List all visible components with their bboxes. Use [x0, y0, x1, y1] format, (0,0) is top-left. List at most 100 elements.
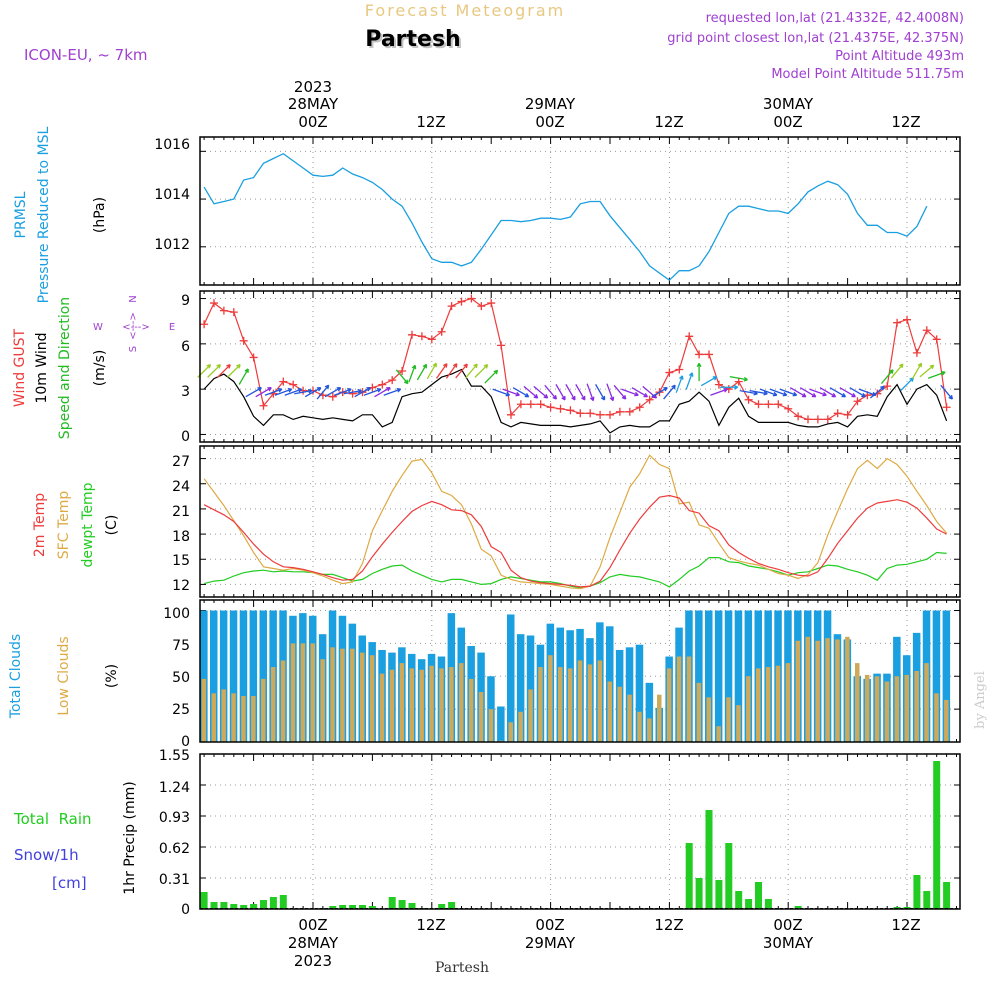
pressure-panel-labels: PRMSL Pressure Reduced to MSL (hPa): [13, 126, 108, 303]
top-hour-label: 00Z: [773, 113, 802, 131]
gust-marker: [754, 400, 763, 409]
low-cloud-bar: [825, 638, 830, 742]
footer-location: Partesh: [435, 960, 489, 976]
gust-marker: [576, 409, 585, 418]
gust-marker: [219, 306, 228, 315]
wind-direction-arrow: [719, 384, 739, 390]
low-cloud-bar: [459, 663, 464, 742]
low-cloud-bar: [577, 660, 583, 742]
gust-marker: [625, 407, 634, 416]
rain-bar: [448, 902, 456, 909]
top-hour-label: 00Z: [535, 113, 564, 131]
gust-marker: [417, 332, 426, 341]
gust-marker: [546, 403, 555, 412]
wind-direction-arrow: [324, 387, 342, 398]
gust-marker: [249, 353, 258, 362]
rain-bar: [269, 897, 277, 909]
top-hour-label: 00Z: [298, 113, 327, 131]
wind-direction-arrow: [769, 388, 788, 397]
y-tick-label: 3: [181, 384, 190, 400]
y-tick-label: 27: [172, 454, 190, 470]
low-cloud-bar: [706, 697, 711, 742]
gust-marker: [903, 315, 911, 324]
wind-direction-arrow: [940, 384, 954, 400]
wind-direction-arrow: [512, 387, 530, 398]
rain-bar: [745, 899, 753, 909]
product-title: Forecast Meteogram: [365, 1, 565, 20]
rain-bar: [349, 905, 357, 909]
gust-marker: [645, 395, 654, 404]
temp2m-label: 2m Temp: [32, 493, 48, 557]
rain-bar: [764, 899, 772, 909]
bottom-hour-label: 00Z: [535, 916, 564, 934]
wind-unit: (m/s): [92, 350, 108, 387]
y-tick-label: 0: [181, 429, 190, 445]
bottom-time-axis: 00Z 28MAY 2023 12Z 00Z 29MAY 12Z 00Z 30M…: [288, 916, 921, 970]
compass-vertical-arrows: <--->: [128, 312, 139, 340]
low-cloud-bar: [429, 665, 434, 742]
gust-marker: [705, 350, 713, 359]
wind-direction-arrow: [354, 387, 371, 398]
compass-west: W: [93, 322, 103, 333]
gust-marker: [477, 302, 486, 311]
bottom-hour-label: 00Z: [773, 916, 802, 934]
low-cloud-bar: [528, 689, 533, 742]
gust-marker: [942, 403, 951, 412]
gust-marker: [507, 410, 515, 419]
direction-label: Speed and Direction: [57, 297, 73, 439]
y-tick-label: 12: [172, 578, 190, 594]
total-cloud-bar: [724, 610, 733, 742]
gust-marker: [457, 297, 466, 306]
rain-bar: [260, 900, 267, 909]
location-title: Partesh: [365, 27, 460, 52]
y-tick-label: 6: [181, 339, 190, 355]
total-cloud-bar: [229, 610, 238, 742]
rain-bar: [735, 891, 743, 909]
low-cloud-bar: [617, 686, 622, 742]
low-cloud-bar: [449, 667, 454, 742]
low-cloud-bar: [280, 660, 286, 742]
rain-bar: [725, 843, 733, 909]
low-cloud-bar: [231, 693, 236, 742]
temp-panel-labels: 2m Temp SFC Temp dewpt Temp (C): [32, 482, 120, 567]
pressure-unit: (hPa): [92, 197, 108, 233]
wind-direction-arrow: [436, 363, 448, 379]
wind-direction-arrow: [484, 369, 499, 384]
low-cloud-bar: [726, 697, 731, 742]
low-cloud-bar: [478, 692, 484, 742]
wind-direction-arrow: [696, 362, 702, 382]
low-cloud-bar: [894, 676, 900, 742]
gust-marker: [447, 302, 456, 311]
bottom-year-label: 2023: [294, 952, 332, 970]
point-altitude: Point Altitude 493m: [835, 49, 964, 64]
rain-bar: [794, 906, 802, 909]
gust-marker: [853, 397, 862, 406]
precip-panel-labels: Total Rain Snow/1h [cm] 1hr Precip (mm): [13, 781, 138, 894]
wind-direction-arrow: [217, 364, 231, 378]
low-cloud-bar: [805, 636, 810, 742]
panel-border: [199, 136, 961, 286]
wind-direction-arrow: [565, 384, 576, 401]
gust-marker: [804, 415, 812, 424]
total-cloud-bar: [249, 610, 258, 742]
gust-line: [203, 297, 948, 420]
total-cloud-bar: [210, 610, 218, 742]
y-tick-label: 21: [172, 504, 190, 520]
low-cloud-bar: [270, 667, 276, 742]
wind-direction-arrow: [613, 384, 627, 400]
rain-bar: [339, 905, 347, 909]
gust-marker: [695, 350, 704, 359]
compass-icon: N S W E <---> <--->: [93, 295, 175, 352]
gust-marker: [586, 409, 595, 418]
grid-point-coords: grid point closest lon,lat (21.4375E, 42…: [667, 31, 964, 46]
panel-border: [199, 599, 961, 743]
low-cloud-bar: [587, 664, 593, 742]
wind-direction-arrow: [928, 370, 946, 379]
gust-marker: [516, 400, 525, 409]
total-cloud-bar: [714, 610, 723, 742]
low-cloud-bar: [627, 694, 632, 742]
wind-direction-arrow: [675, 375, 684, 393]
wind-y-ticks: 9 6 3 0: [181, 293, 190, 445]
low-cloud-bar: [924, 663, 929, 742]
